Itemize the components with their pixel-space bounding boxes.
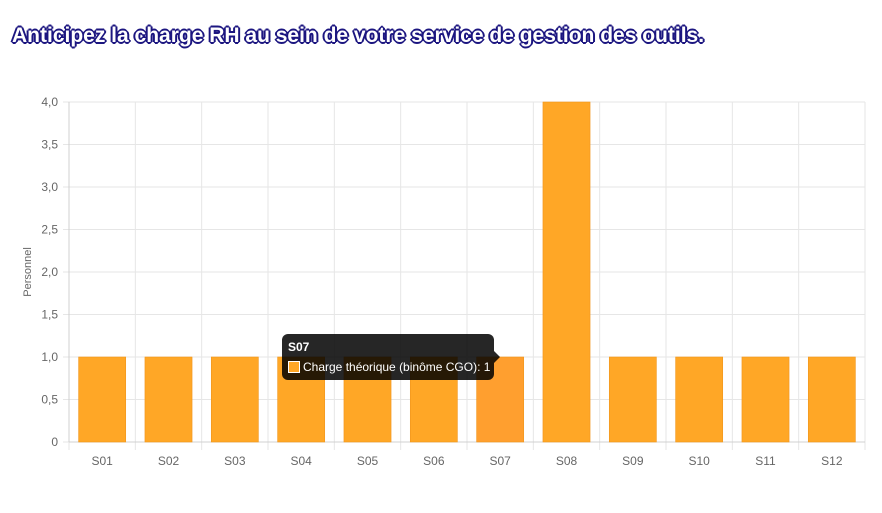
bar-s09[interactable] [608,356,657,443]
y-tick-label: 0,5 [41,393,58,407]
x-tick-label: S09 [622,454,644,468]
tooltip-color-swatch [288,361,300,373]
bar-s12[interactable] [807,356,856,443]
chart-grid [63,101,866,450]
x-axis-ticks: S01 S02 S03 S04 S05 S06 S07 S08 S09 S10 S11 S12 [91,454,842,468]
bar-s11[interactable] [741,356,790,443]
bar-s10[interactable] [675,356,724,443]
chart-tooltip: S07 Charge théorique (binôme CGO): 1 [282,334,500,380]
page-title: Anticipez la charge RH au sein de votre … [12,24,705,47]
y-tick-label: 3,0 [41,180,58,194]
y-tick-label: 0 [51,435,58,449]
x-tick-label: S01 [91,454,113,468]
x-tick-label: S05 [357,454,379,468]
y-axis-label: Personnel [22,247,34,297]
y-tick-label: 4,0 [41,95,58,109]
x-tick-label: S07 [489,454,511,468]
y-axis-ticks: 0 0,5 1,0 1,5 2,0 2,5 3,0 3,5 4,0 [41,95,58,449]
y-tick-label: 1,5 [41,308,58,322]
y-tick-label: 1,0 [41,350,58,364]
x-tick-label: S04 [290,454,312,468]
bar-s02[interactable] [144,356,193,443]
y-tick-label: 2,5 [41,223,58,237]
x-tick-label: S06 [423,454,445,468]
x-tick-label: S03 [224,454,246,468]
bar-s03[interactable] [210,356,259,443]
x-tick-label: S12 [821,454,843,468]
y-tick-label: 3,5 [41,138,58,152]
x-tick-label: S08 [556,454,578,468]
tooltip-row: Charge théorique (binôme CGO): 1 [288,360,491,374]
tooltip-label: Charge théorique (binôme CGO): 1 [303,360,491,374]
x-tick-label: S02 [158,454,180,468]
bar-s08[interactable] [542,101,591,443]
tooltip-title: S07 [288,340,310,354]
y-tick-label: 2,0 [41,265,58,279]
x-tick-label: S11 [755,454,776,468]
bar-s01[interactable] [78,356,127,443]
x-tick-label: S10 [688,454,710,468]
